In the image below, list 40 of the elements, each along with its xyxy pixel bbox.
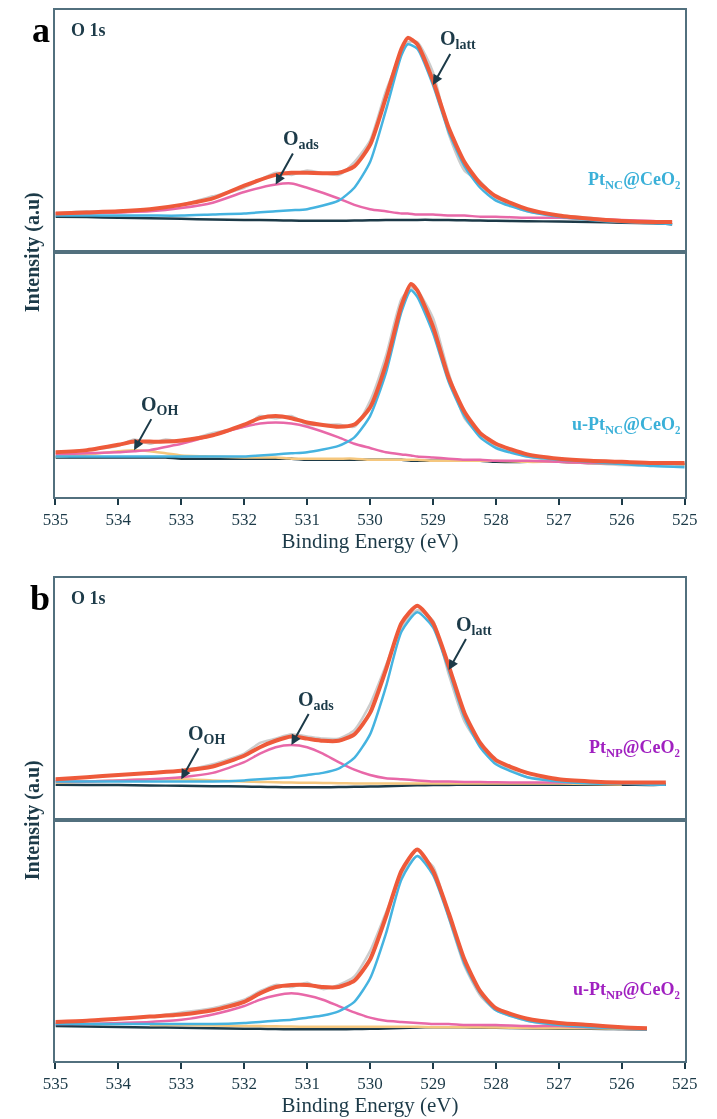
x-tick-label: 528 — [483, 510, 509, 530]
x-tick-label: 530 — [357, 1074, 383, 1094]
x-tick-label: 531 — [294, 510, 320, 530]
x-tick-label: 532 — [231, 1074, 257, 1094]
x-axis-title: Binding Energy (eV) — [281, 529, 459, 554]
annotation: u-Pt$_{NC}$@CeO₂ — [572, 414, 681, 437]
x-tick-label: 527 — [546, 1074, 573, 1094]
y-axis-title: Intensity (a.u) — [21, 192, 45, 313]
annotation: Pt$_{NP}$@CeO₂ — [589, 737, 680, 760]
x-tick-label: 526 — [609, 510, 635, 530]
x-tick-label: 533 — [168, 1074, 195, 1094]
annotation: O$_{ads}$ — [298, 688, 335, 714]
x-tick-label: 527 — [546, 510, 573, 530]
annotation: O$_{ads}$ — [283, 127, 320, 153]
annotation: O$_{OH}$ — [188, 722, 226, 748]
annotation: O$_{latt}$ — [456, 613, 493, 639]
annotation: Pt$_{NC}$@CeO₂ — [588, 169, 681, 192]
annotation: O$_{latt}$ — [440, 27, 477, 53]
x-tick-label: 532 — [231, 510, 257, 530]
y-axis-title: Intensity (a.u) — [21, 760, 45, 881]
chart-title: b — [30, 578, 51, 618]
x-tick-label: 526 — [609, 1074, 635, 1094]
x-axis-title: Binding Energy (eV) — [281, 1093, 459, 1118]
x-tick-label: 525 — [671, 1074, 698, 1094]
x-tick-label: 534 — [105, 510, 132, 530]
chart-title: a — [32, 10, 50, 50]
x-tick-label: 533 — [168, 510, 195, 530]
x-tick-label: 534 — [105, 1074, 132, 1094]
x-tick-label: 531 — [294, 1074, 320, 1094]
x-tick-label: 535 — [42, 1074, 69, 1094]
x-tick-label: 529 — [420, 1074, 446, 1094]
x-tick-label: 529 — [420, 510, 446, 530]
x-tick-label: 528 — [483, 1074, 509, 1094]
annotation: u-Pt$_{NP}$@CeO₂ — [573, 979, 680, 1002]
annotation: O$_{OH}$ — [141, 393, 179, 419]
x-tick-label: 525 — [671, 510, 698, 530]
x-tick-label: 530 — [357, 510, 383, 530]
chart-subtitle: O 1s — [71, 588, 106, 608]
x-tick-label: 535 — [42, 510, 69, 530]
chart-subtitle: O 1s — [71, 20, 106, 40]
